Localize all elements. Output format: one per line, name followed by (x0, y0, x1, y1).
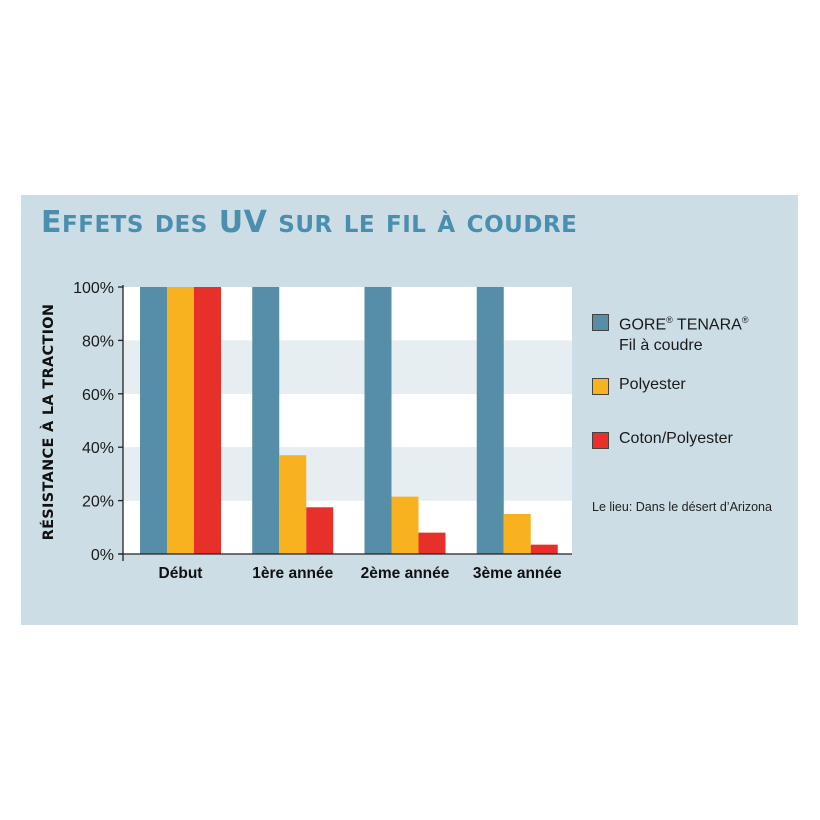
x-tick-label: 2ème année (361, 565, 450, 582)
legend-item: Polyester (592, 374, 686, 395)
x-tick-label: Début (159, 565, 203, 582)
bar-2-4 (503, 513, 531, 554)
bar-3-3 (418, 532, 446, 554)
bar-2-1 (167, 287, 194, 554)
legend-label: Polyester (619, 376, 686, 393)
bars (140, 287, 558, 554)
chart-title: EFFETS DES UV SUR LE FIL À COUDRE (41, 205, 578, 240)
y-tick-label: 100% (73, 280, 114, 297)
legend-item: GORE® TENARA® Fil à coudre (592, 310, 748, 356)
y-tick-label: 80% (82, 333, 114, 350)
legend-label: GORE® TENARA® Fil à coudre (619, 315, 749, 355)
legend-label: Coton/Polyester (619, 430, 733, 447)
location-note: Le lieu: Dans le désert d’Arizona (592, 500, 772, 514)
legend-swatch (592, 432, 609, 449)
y-tick-label: 20% (82, 494, 114, 511)
legend-swatch (592, 378, 609, 395)
x-tick-label: 1ère année (252, 565, 333, 582)
bar-2-3 (391, 496, 419, 554)
y-tick-label: 40% (82, 440, 114, 457)
bar-2-2 (279, 455, 307, 554)
tick-labels: 0% 20% 40% 60% 80% 100% Début 1ère année 2ème an… (73, 280, 562, 582)
bar-3-1 (194, 287, 221, 554)
legend-swatch (592, 314, 609, 331)
y-axis-label: RÉSISTANCE À LA TRACTION (40, 304, 57, 541)
y-tick-label: 0% (91, 547, 114, 564)
bar-3-4 (530, 544, 558, 554)
bar-3-2 (306, 507, 334, 554)
axes (118, 285, 572, 561)
legend-item: Coton/Polyester (592, 428, 733, 449)
bar-1-3 (364, 287, 392, 554)
x-tick-label: 3ème année (473, 565, 562, 582)
bar-1-2 (252, 287, 280, 554)
bar-1-4 (476, 287, 504, 554)
y-tick-label: 60% (82, 387, 114, 404)
bar-1-1 (140, 287, 167, 554)
